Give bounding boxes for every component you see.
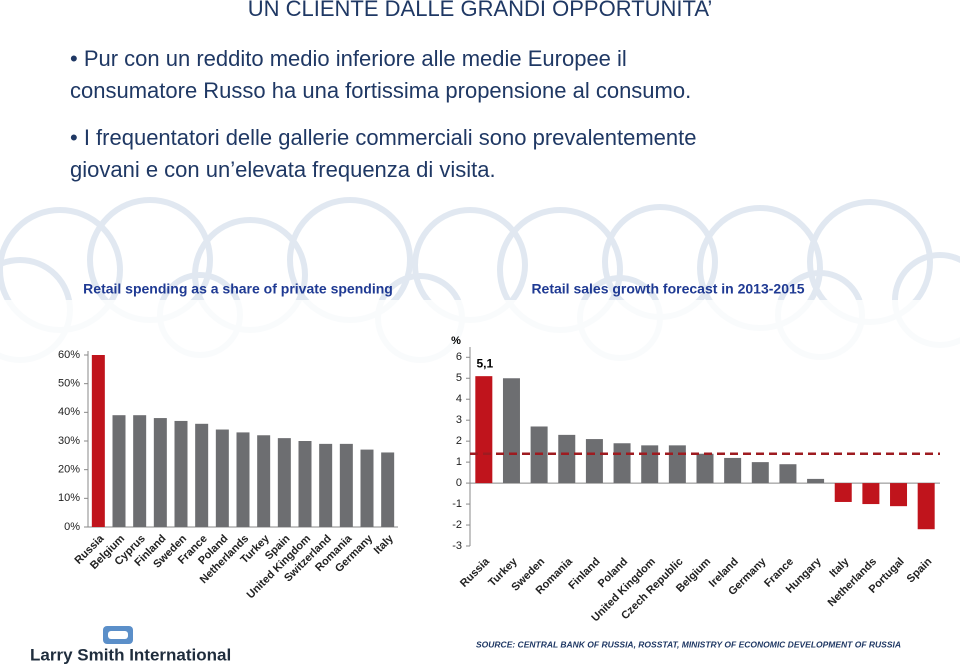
y-tick-label: 1	[456, 456, 462, 468]
value-label: 5,1	[476, 356, 493, 370]
bar	[298, 441, 312, 527]
bar	[174, 420, 188, 527]
bar	[613, 443, 631, 484]
bullet-line: Pur con un reddito medio inferiore alle …	[84, 46, 627, 71]
bar	[133, 415, 147, 527]
logo-icon	[103, 626, 133, 644]
y-tick-label: -1	[452, 498, 462, 510]
bar	[558, 434, 576, 484]
bar	[475, 376, 493, 484]
y-tick-label: 20%	[58, 464, 80, 476]
bullet-line: I frequentatori delle gallerie commercia…	[84, 125, 697, 150]
bar	[277, 438, 291, 527]
bar	[724, 457, 742, 484]
bar	[360, 449, 374, 527]
y-tick-label: -2	[452, 519, 462, 531]
y-tick-label: 0%	[64, 521, 80, 533]
y-tick-label: 2	[456, 435, 462, 447]
y-tick-label: 40%	[58, 406, 80, 418]
bar	[257, 435, 271, 527]
bar	[807, 478, 825, 484]
bar	[862, 483, 880, 505]
chart-title: Retail spending as a share of private sp…	[83, 281, 393, 297]
y-tick-label: 4	[456, 393, 462, 405]
bar	[585, 439, 603, 484]
bar	[641, 445, 659, 484]
source-note: SOURCE: CENTRAL BANK OF RUSSIA, ROSSTAT,…	[476, 639, 901, 649]
y-tick-label: 6	[456, 351, 462, 363]
bar	[890, 483, 908, 507]
bar	[153, 418, 167, 527]
bar	[696, 453, 714, 484]
y-axis-label: %	[451, 335, 461, 347]
bar	[381, 452, 395, 527]
y-tick-label: 10%	[58, 492, 80, 504]
bar	[112, 415, 126, 527]
bar	[339, 443, 353, 527]
y-tick-label: 0	[456, 477, 462, 489]
bar	[751, 462, 769, 484]
bar	[195, 423, 209, 527]
y-tick-label: 30%	[58, 435, 80, 447]
bar	[91, 355, 105, 527]
y-tick-label: -3	[452, 540, 462, 552]
y-tick-label: 60%	[58, 349, 80, 361]
bullet-line: giovani e con un’elevata frequenza di vi…	[70, 157, 496, 182]
slide-title: UN CLIENTE DALLE GRANDI OPPORTUNITA’	[248, 0, 713, 21]
bullet: • Pur con un reddito medio inferiore all…	[70, 46, 627, 71]
bar	[917, 483, 935, 530]
chart-title: Retail sales growth forecast in 2013-201…	[531, 281, 804, 297]
bar	[215, 429, 229, 527]
y-tick-label: 3	[456, 414, 462, 426]
y-tick-label: 50%	[58, 378, 80, 390]
bar	[779, 464, 797, 484]
bar	[319, 443, 333, 527]
bar	[668, 445, 686, 484]
bar	[236, 432, 250, 527]
bar	[502, 378, 520, 484]
y-tick-label: 5	[456, 372, 462, 384]
logo: Larry Smith International	[30, 645, 231, 664]
bullet-line: consumatore Russo ha una fortissima prop…	[70, 78, 691, 103]
bar	[834, 483, 852, 502]
bullet: • I frequentatori delle gallerie commerc…	[70, 125, 697, 150]
